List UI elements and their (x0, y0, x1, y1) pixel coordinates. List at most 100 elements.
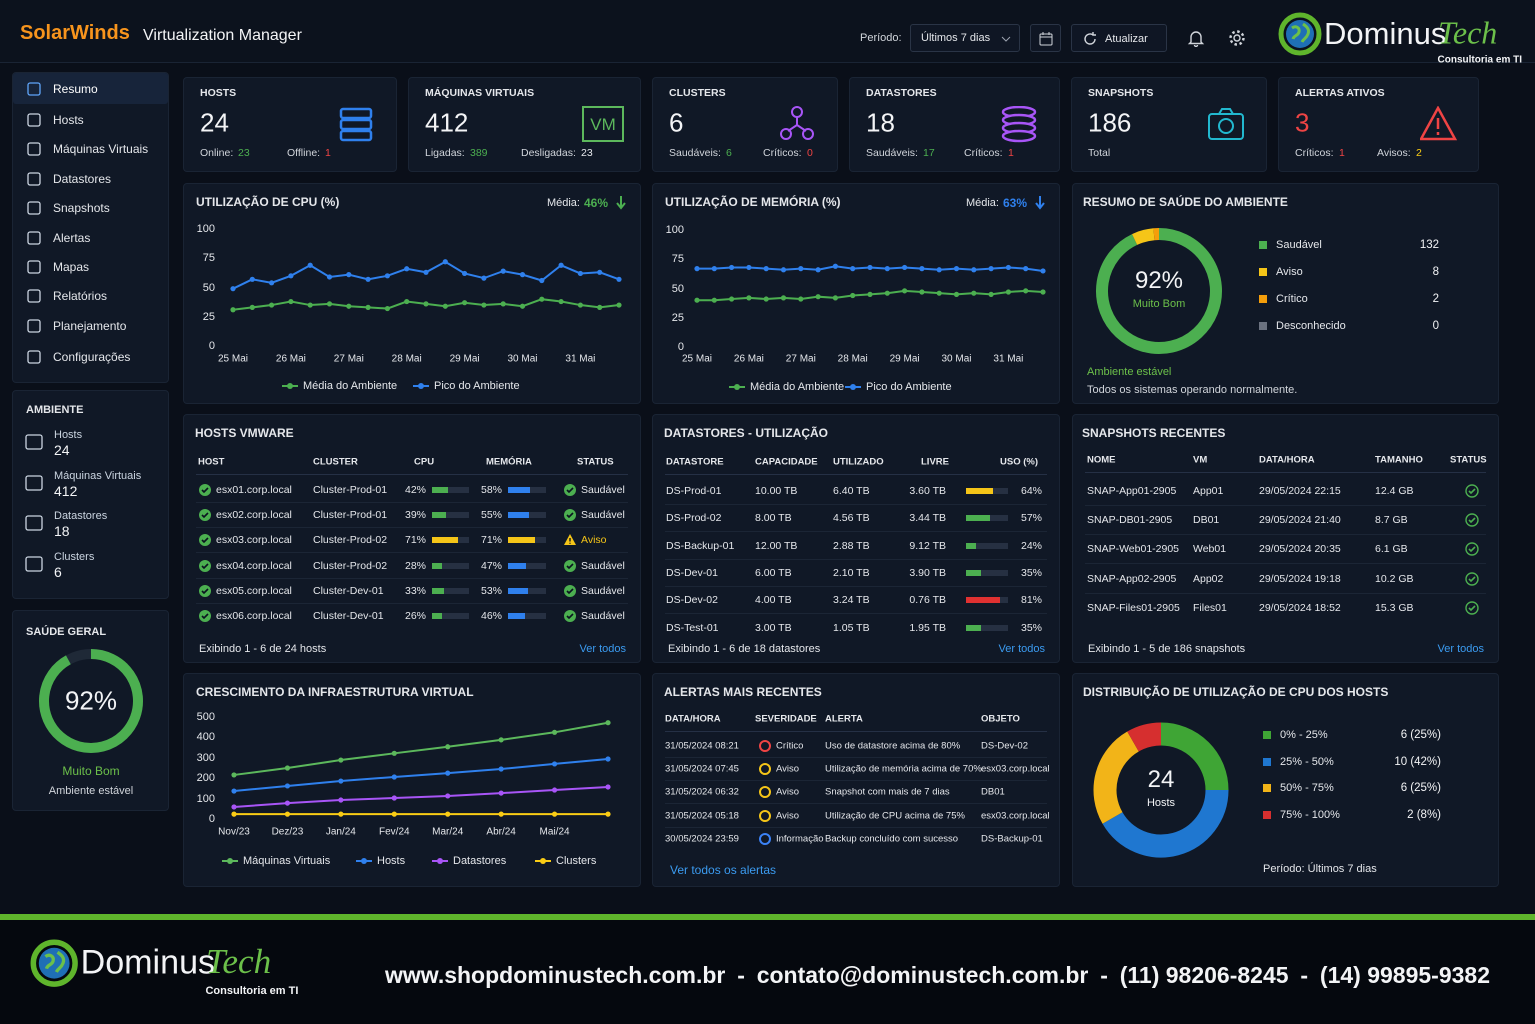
icon-shape (27, 319, 41, 333)
logo-name: Dominus (1324, 16, 1447, 51)
view-all-link[interactable]: Ver todos (1437, 643, 1484, 655)
view-all-link[interactable]: Ver todos (579, 643, 626, 655)
legend-swatch (1259, 322, 1267, 330)
point (284, 783, 291, 789)
footer-stripe (0, 914, 1535, 920)
memory-panel: UTILIZAÇÃO DE MEMÓRIA (%) 63% Média: 0 25 50 7… (652, 183, 1060, 404)
point (391, 774, 397, 780)
point (577, 302, 583, 308)
kpi-detail-value: 23 (581, 147, 593, 159)
point (711, 297, 717, 303)
cell: SNAP-Files01-2905 (1087, 601, 1180, 614)
point (288, 273, 294, 279)
nav-icon (27, 350, 41, 364)
cell: 15.3 GB (1375, 601, 1414, 614)
point (423, 301, 429, 307)
point (500, 268, 506, 274)
icon-shape (791, 106, 803, 118)
point (558, 262, 564, 268)
panel-title: UTILIZAÇÃO DE MEMÓRIA (%) (665, 195, 841, 209)
cell: 29/05/2024 22:15 (1259, 485, 1341, 497)
kpi-title: CLUSTERS (669, 87, 726, 99)
x-tick-label: Fev/24 (378, 826, 410, 838)
panel-title: DATASTORES - UTILIZAÇÃO (664, 426, 828, 440)
gear-icon[interactable] (1228, 29, 1246, 47)
point (391, 795, 397, 801)
calendar-button[interactable] (1030, 24, 1061, 52)
column-header: CLUSTER (313, 456, 358, 468)
period-select[interactable]: Últimos 7 dias (910, 24, 1020, 52)
column-header: OBJETO (981, 713, 1020, 725)
x-tick-label: Dez/23 (271, 826, 304, 838)
bar-track (966, 542, 1008, 549)
row-rule (665, 803, 1047, 805)
point (391, 811, 397, 817)
globe-land (1291, 22, 1310, 43)
health-status: Ambiente estável (1087, 366, 1172, 378)
cell: Snapshot com mais de 7 dias (825, 786, 950, 798)
cell: Aviso (776, 786, 800, 798)
cell: 64% (1020, 485, 1042, 497)
cell: 0.76 TB (909, 594, 946, 607)
point (597, 304, 603, 310)
point (442, 303, 448, 309)
icon-shape (1468, 488, 1476, 495)
row-rule (1085, 563, 1486, 565)
ambiente-label: Clusters (54, 550, 95, 563)
point (445, 770, 451, 776)
x-tick-label: 25 Mai (681, 353, 713, 365)
cell: 31/05/2024 07:45 (665, 763, 739, 775)
icon-shape (1420, 106, 1458, 141)
nav-item: Datastores (53, 172, 112, 186)
icon-shape (759, 763, 771, 776)
point (307, 262, 313, 268)
cell: 29/05/2024 19:18 (1259, 572, 1341, 585)
legend-value: 132 (1419, 239, 1439, 251)
cell: SNAP-DB01-2905 (1087, 514, 1173, 527)
cell: Saudável (581, 610, 625, 622)
point (231, 804, 237, 810)
column-header: STATUS (1450, 454, 1487, 466)
column-header: LIVRE (921, 456, 949, 468)
legend-dot (227, 858, 233, 864)
cell: Saudável (581, 484, 625, 496)
nav-icon (27, 289, 41, 303)
cell: 81% (1020, 594, 1042, 607)
y-tick-label: 100 (196, 792, 215, 805)
legend-swatch (1259, 295, 1267, 303)
legend-value: 8 (1432, 266, 1439, 278)
point (462, 270, 468, 277)
point (481, 275, 487, 281)
line (233, 785, 609, 808)
row-rule (665, 531, 1047, 533)
kpi-detail-value: 1 (1339, 147, 1345, 159)
refresh-button[interactable]: Atualizar (1071, 24, 1167, 52)
point (365, 276, 371, 282)
kpi-value: 412 (425, 107, 469, 138)
cell: 1.05 TB (833, 621, 870, 634)
cell: 26% (405, 610, 427, 622)
view-all-link[interactable]: Ver todos (998, 643, 1045, 655)
kpi-value: 186 (1088, 107, 1132, 138)
severity-icon (759, 740, 771, 752)
view-all-link[interactable]: Ver todos os alertas (670, 863, 777, 877)
point (763, 266, 769, 272)
icon-shape (27, 289, 41, 303)
point (815, 267, 821, 273)
legend-label: Pico do Ambiente (434, 380, 520, 392)
hosts-panel: HOSTS VMWARE HOST CLUSTER CPU MEMÓRIA STATUS e… (183, 414, 641, 663)
point (404, 298, 410, 305)
icon-shape (566, 588, 574, 594)
nav-icon (27, 82, 41, 96)
legend-label: 0% - 25% (1280, 729, 1328, 741)
period: Últimos 7 dias (921, 32, 991, 44)
icon-shape (1218, 118, 1234, 134)
bell-icon[interactable] (1187, 29, 1205, 47)
x-tick-label: 27 Mai (785, 353, 816, 365)
icon-shape (27, 82, 41, 96)
status-icon (1465, 513, 1479, 527)
point (988, 266, 994, 272)
icon-shape (27, 142, 41, 156)
kpi-detail-label: Desligadas: (521, 147, 576, 159)
bar (432, 562, 443, 569)
